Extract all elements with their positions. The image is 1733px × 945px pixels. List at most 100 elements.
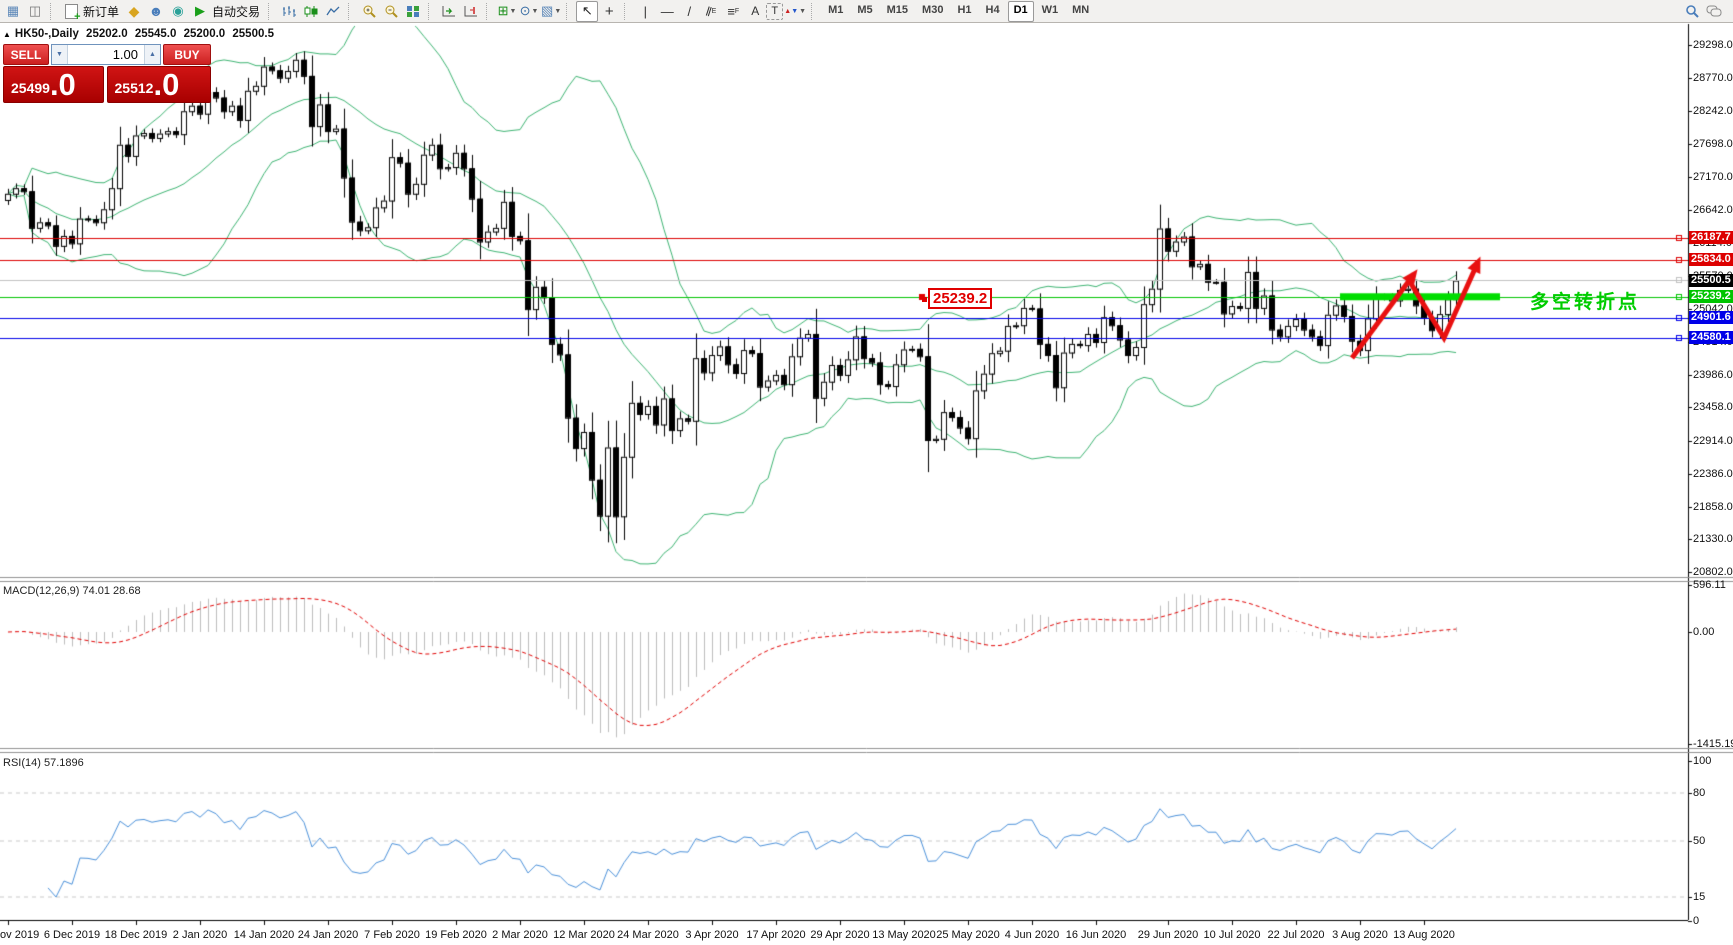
one-click-trading-panel: SELL ▼ ▲ BUY 25499 .0 25512 .0 [3, 44, 211, 103]
horizontal-line-tool-icon[interactable]: — [660, 3, 674, 19]
timeframe-m1[interactable]: M1 [828, 3, 844, 16]
price-line-label[interactable]: 26187.7 [1689, 230, 1733, 244]
auto-trading-label[interactable]: 自动交易 [212, 4, 261, 19]
chart-shift-icon[interactable] [460, 1, 482, 22]
timeframe-h1[interactable]: H1 [957, 3, 972, 16]
volume-increase-button[interactable]: ▲ [144, 45, 160, 64]
timeframe-w1[interactable]: W1 [1041, 3, 1059, 16]
date-label: 2 Mar 2020 [492, 929, 548, 941]
date-label: 17 Apr 2020 [746, 929, 806, 941]
trendline-tool-icon[interactable]: / [687, 3, 692, 19]
timeframe-d1[interactable]: D1 [1007, 0, 1034, 22]
search-icon[interactable] [1681, 1, 1703, 22]
price-line-label[interactable]: 25834.0 [1689, 252, 1733, 266]
sell-button[interactable]: SELL [3, 44, 49, 65]
toolbar-separator [566, 2, 573, 20]
zoom-in-icon[interactable] [358, 1, 380, 22]
price-line-label[interactable]: 25500.5 [1689, 273, 1733, 287]
price-tick: 20802.0 [1693, 566, 1733, 579]
date-label: 3 Aug 2020 [1332, 929, 1388, 941]
price-tick: 27698.0 [1693, 138, 1733, 151]
candlestick-chart-icon[interactable] [300, 1, 322, 22]
text-label-tool-icon[interactable]: T [766, 2, 784, 20]
bar-chart-icon[interactable] [278, 1, 300, 22]
templates-icon[interactable]: ▧ ▼ [541, 3, 562, 18]
new-order-icon[interactable] [60, 1, 82, 23]
channel-tool-icon[interactable]: ‖ E [704, 3, 717, 19]
crosshair-tool-icon[interactable]: + [604, 2, 614, 20]
rsi-tick: 0 [1693, 915, 1700, 927]
sell-price-main: 25499 [11, 80, 50, 96]
buy-price-display[interactable]: 25512 .0 [106, 66, 211, 103]
periods-icon[interactable]: ⊙ ▼ [519, 3, 539, 18]
macd-label: MACD(12,26,9) 74.01 28.68 [3, 585, 141, 597]
date-label: 3 Apr 2020 [685, 929, 739, 941]
date-label: 22 Jul 2020 [1267, 929, 1325, 941]
timeframe-mn[interactable]: MN [1072, 3, 1090, 16]
chart-title: ▲ HK50-,Daily 25202.0 25545.0 25200.0 255… [3, 28, 278, 40]
toolbar-separator [486, 2, 493, 20]
date-label: 24 Jan 2020 [297, 929, 359, 941]
ohlc-high: 25545.0 [134, 28, 177, 40]
date-label: 24 Mar 2020 [617, 929, 679, 941]
autotrading-icon[interactable]: ▶ [195, 3, 206, 18]
new-chart-icon[interactable]: ▦ [6, 3, 20, 18]
toolbar-separator [268, 2, 275, 20]
timeframe-m5[interactable]: M5 [857, 3, 873, 16]
volume-input[interactable] [68, 46, 144, 63]
buy-price-main: 25512 [114, 80, 154, 96]
price-tick: 21330.0 [1693, 533, 1733, 546]
macd-tick: 596.11 [1693, 578, 1726, 591]
price-tick: 23458.0 [1693, 401, 1733, 414]
date-label: 16 Jun 2020 [1065, 929, 1127, 941]
toolbar-separator [624, 2, 631, 20]
rsi-tick: 80 [1693, 787, 1706, 799]
chat-icon[interactable] [1703, 1, 1725, 22]
auto-scroll-icon[interactable] [438, 1, 460, 22]
rsi-tick: 50 [1693, 835, 1706, 847]
line-chart-icon[interactable] [322, 1, 344, 22]
profiles-icon[interactable]: ◫ [28, 3, 42, 18]
zoom-out-icon[interactable] [380, 1, 402, 22]
text-tool-icon[interactable]: A [751, 4, 760, 18]
date-label: 25 Nov 2019 [0, 929, 40, 941]
date-label: 29 Apr 2020 [810, 929, 870, 941]
toolbar-separator [348, 2, 355, 20]
toolbar-separator [50, 2, 57, 20]
price-line-label[interactable]: 24901.6 [1689, 310, 1733, 324]
vertical-line-tool-icon[interactable]: | [643, 3, 647, 19]
buy-button[interactable]: BUY [163, 44, 211, 65]
new-order-label[interactable]: 新订单 [83, 4, 120, 19]
tile-windows-icon[interactable] [402, 1, 424, 22]
rsi-label: RSI(14) 57.1896 [3, 757, 84, 769]
price-line-label[interactable]: 24580.1 [1689, 330, 1733, 344]
date-label: 6 Dec 2019 [43, 929, 101, 941]
price-tick: 22386.0 [1693, 467, 1733, 480]
date-label: 14 Jan 2020 [233, 929, 295, 941]
timeframe-m15[interactable]: M15 [886, 3, 909, 16]
community-icon[interactable]: ☻ [148, 3, 164, 19]
arrows-tool-icon[interactable]: ▲ ▼ ▼ [784, 7, 807, 15]
timeframe-m30[interactable]: M30 [922, 3, 944, 16]
price-annotation[interactable]: 25239.2 [921, 288, 993, 309]
signals-icon[interactable]: ◉ [172, 3, 184, 18]
cursor-tool-icon[interactable]: ↖ [576, 0, 599, 22]
chart-symbol: HK50-,Daily [14, 28, 79, 40]
volume-decrease-button[interactable]: ▼ [52, 45, 68, 64]
turning-point-note[interactable]: 多空转折点 [1530, 292, 1641, 313]
date-label: 13 May 2020 [872, 929, 936, 941]
metaeditor-icon[interactable]: ◆ [128, 2, 140, 19]
macd-tick: 0.00 [1693, 626, 1715, 638]
toolbar-separator [811, 2, 818, 20]
fibonacci-tool-icon[interactable]: ≡ F [727, 3, 740, 19]
date-label: 4 Jun 2020 [1004, 929, 1060, 941]
buy-price-frac: .0 [153, 67, 180, 102]
price-line-label[interactable]: 25239.2 [1689, 289, 1733, 303]
date-label: 18 Dec 2019 [104, 929, 168, 941]
indicators-icon[interactable]: ⊞ ▼ [497, 3, 517, 18]
timeframe-h4[interactable]: H4 [985, 3, 1000, 16]
sell-price-display[interactable]: 25499 .0 [3, 66, 104, 103]
rsi-tick: 100 [1693, 755, 1712, 767]
rsi-tick: 15 [1693, 891, 1706, 903]
